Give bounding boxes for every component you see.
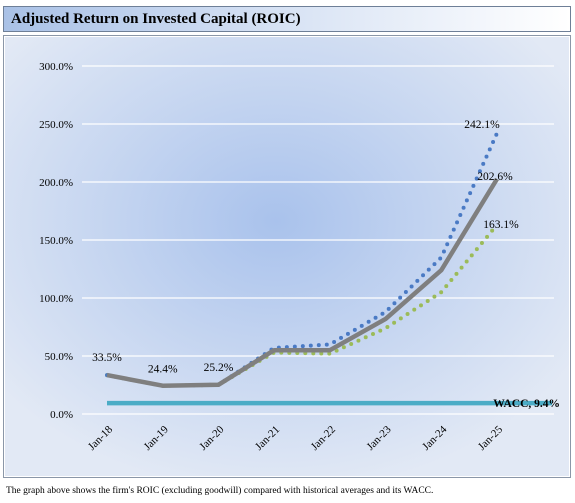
data-label: 33.5% bbox=[92, 352, 122, 364]
series-line-solid-1 bbox=[106, 177, 499, 388]
chart-title-bar: Adjusted Return on Invested Capital (ROI… bbox=[3, 6, 571, 32]
chart-caption: The graph above shows the firm's ROIC (e… bbox=[6, 486, 434, 496]
y-tick-label: 50.0% bbox=[45, 351, 73, 363]
chart-title: Adjusted Return on Invested Capital (ROI… bbox=[11, 11, 301, 27]
chart-frame: 0.0% 50.0% 100.0% 150.0% 200.0% 250.0% 300.0% … bbox=[3, 35, 571, 478]
data-label: 242.1% bbox=[464, 119, 500, 131]
y-tick-label: 100.0% bbox=[39, 293, 73, 305]
y-tick-label: 150.0% bbox=[39, 235, 73, 247]
wacc-label: WACC, 9.4% bbox=[493, 398, 560, 410]
data-label: 163.1% bbox=[483, 219, 519, 231]
data-label: 24.4% bbox=[148, 364, 178, 376]
y-tick-label: 0.0% bbox=[50, 409, 73, 421]
roic-line-chart: 0.0%50.0%100.0%150.0%200.0%250.0%300.0% … bbox=[5, 37, 569, 476]
plot-background bbox=[5, 37, 569, 476]
y-tick-label: 250.0% bbox=[39, 119, 73, 131]
y-tick-label: 300.0% bbox=[39, 61, 73, 73]
data-label: 25.2% bbox=[204, 362, 234, 374]
data-label: 202.6% bbox=[477, 171, 513, 183]
y-tick-label: 200.0% bbox=[39, 177, 73, 189]
